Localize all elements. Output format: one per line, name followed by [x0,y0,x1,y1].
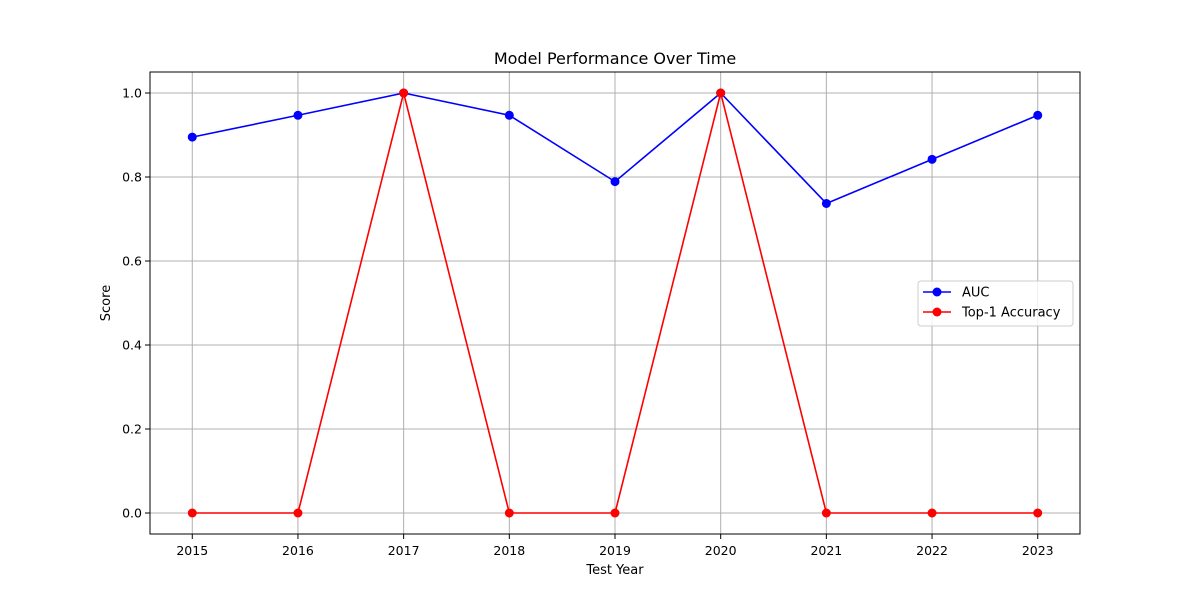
x-axis-label: Test Year [585,563,644,578]
y-tick-label: 0.6 [122,254,142,269]
legend-swatch-marker [932,307,942,317]
data-point [399,88,409,98]
data-point [610,508,620,518]
x-tick-label: 2018 [493,543,525,558]
data-point [927,154,937,164]
x-tick-label: 2023 [1022,543,1054,558]
data-point [187,508,197,518]
x-tick-label: 2021 [810,543,842,558]
data-point [187,132,197,142]
data-point [504,110,514,120]
y-tick-label: 0.0 [122,506,142,521]
y-tick-label: 0.8 [122,170,142,185]
data-point [504,508,514,518]
data-point [821,508,831,518]
x-tick-label: 2020 [705,543,737,558]
series-lines [187,88,1043,518]
data-point [293,110,303,120]
legend-label: AUC [962,286,990,301]
axis-ticks: 2015 2016 2017 2018 2019 2020 2021 2022 2023 0.0 0… [122,86,1054,559]
chart-title: Model Performance Over Time [494,49,736,68]
x-tick-label: 2019 [599,543,631,558]
data-point [716,88,726,98]
legend-swatch-marker [932,287,942,297]
data-point [1033,110,1043,120]
legend-label: Top-1 Accuracy [961,306,1061,321]
y-tick-label: 0.2 [122,422,142,437]
data-point [927,508,937,518]
y-tick-label: 1.0 [122,86,142,101]
data-point [821,198,831,208]
x-tick-label: 2022 [916,543,948,558]
legend-frame [917,280,1074,327]
x-tick-label: 2015 [176,543,208,558]
x-tick-label: 2016 [282,543,314,558]
y-tick-label: 0.4 [122,338,142,353]
y-axis-label: Score [99,285,114,321]
legend: AUC Top-1 Accuracy [917,280,1074,327]
data-point [293,508,303,518]
data-point [610,177,620,187]
x-tick-label: 2017 [388,543,420,558]
data-point [1033,508,1043,518]
